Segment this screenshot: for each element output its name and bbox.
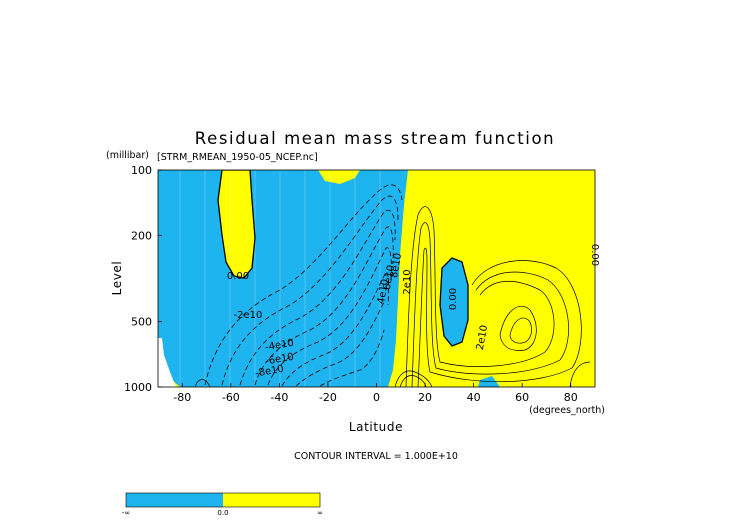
x-tick-label: 20 xyxy=(418,391,432,404)
contour-label-neg8: -8e10 xyxy=(254,364,284,380)
y-tick-label: 100 xyxy=(131,164,152,177)
contour-label-zero-north: 0.00 xyxy=(448,288,459,310)
contour-label-pos4: 4e10 xyxy=(376,278,391,305)
contour-label-pos2-b: 2e10 xyxy=(475,324,490,351)
contour-neg-5 xyxy=(267,247,392,386)
contour-neg-7 xyxy=(295,299,386,387)
x-tick-label: 60 xyxy=(515,391,529,404)
contour-label-pos2-a: 2e10 xyxy=(402,269,413,294)
contour-pos-6 xyxy=(394,370,433,387)
x-tick-label: -40 xyxy=(270,391,288,404)
missing-data-region xyxy=(158,338,176,387)
contour-pos-1 xyxy=(405,206,555,387)
contour-label-pos6: 6e10 xyxy=(382,264,397,291)
contour-zero-1 xyxy=(217,170,256,279)
colorbar-frame xyxy=(125,492,321,508)
contour-pos-2 xyxy=(411,222,569,387)
contour-pos-5 xyxy=(509,317,532,344)
colorbar-negative-swatch xyxy=(126,493,223,507)
contour-label-neg4: -4e10 xyxy=(264,338,294,354)
contour-neg-8 xyxy=(319,329,385,387)
contour-neg-1 xyxy=(204,184,403,386)
chart-subtitle: [STRM_RMEAN_1950-05_NCEP.nc] xyxy=(157,152,318,163)
colorbar-label-max: ∞ xyxy=(317,509,323,517)
colorbar-label-zero: 0.0 xyxy=(217,509,228,517)
contour-pos-9 xyxy=(194,379,211,387)
contour-neg-4 xyxy=(254,226,394,386)
positive-contours xyxy=(194,206,591,387)
negative-region-north xyxy=(440,258,468,346)
x-tick-label: 40 xyxy=(467,391,481,404)
contour-label-neg6: -6e10 xyxy=(264,352,294,368)
zero-contours xyxy=(217,170,469,347)
x-tick-label: 80 xyxy=(564,391,578,404)
contour-label-pos8: 8e10 xyxy=(389,252,404,279)
contour-zero-2 xyxy=(439,257,469,347)
positive-region-south xyxy=(218,170,255,278)
colorbar: -∞ 0.0 ∞ xyxy=(122,492,323,517)
y-tick-label: 200 xyxy=(131,229,152,242)
y-tick-label: 1000 xyxy=(124,381,152,394)
colorbar-label-min: -∞ xyxy=(122,509,130,517)
contour-pos-4 xyxy=(499,305,537,351)
x-tick-label: -60 xyxy=(222,391,240,404)
contour-label-zero-east: 0.00 xyxy=(589,244,600,266)
x-axis-label: Latitude xyxy=(349,420,403,434)
x-tick-label: -80 xyxy=(173,391,191,404)
y-axis-ticks: 100 200 500 1000 xyxy=(124,164,162,394)
contour-label-neg2: -2e10 xyxy=(234,310,263,321)
contour-pos-7 xyxy=(399,375,427,387)
negative-contours xyxy=(204,184,403,387)
contour-interval-text: CONTOUR INTERVAL = 1.000E+10 xyxy=(294,451,458,462)
x-tick-label: -20 xyxy=(319,391,337,404)
chart-title: Residual mean mass stream function xyxy=(195,129,555,148)
x-tick-label: 0 xyxy=(373,391,380,404)
plot-area xyxy=(158,170,595,387)
contour-pos-3 xyxy=(417,247,582,387)
positive-region-top xyxy=(318,170,360,184)
contour-neg-6 xyxy=(281,271,389,387)
contour-label-zero-south: 0.00 xyxy=(227,271,249,282)
x-axis-ticks: -80 -60 -40 -20 0 20 40 60 80 xyxy=(173,383,578,404)
y-tick-label: 500 xyxy=(131,316,152,329)
y-axis-label: Level xyxy=(110,261,124,296)
colorbar-positive-swatch xyxy=(223,493,320,507)
grid-lines xyxy=(179,170,381,387)
contour-neg-2 xyxy=(221,195,399,386)
y-axis-units: (millibar) xyxy=(106,150,149,161)
x-axis-units: (degrees_north) xyxy=(529,405,605,416)
